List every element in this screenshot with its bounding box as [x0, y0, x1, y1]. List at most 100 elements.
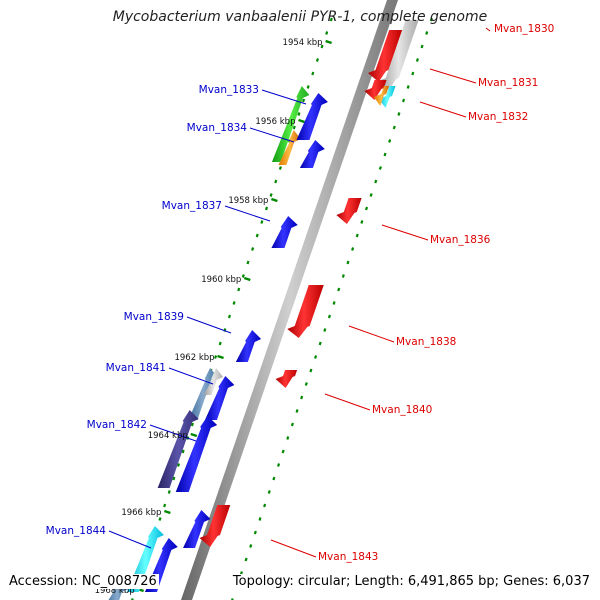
gene-label-mvan-1830[interactable]: Mvan_1830	[494, 23, 554, 35]
track-dot	[167, 490, 171, 494]
gene-block-mvan-1843	[199, 505, 231, 547]
track-dot	[292, 125, 296, 130]
track-dot	[401, 98, 406, 103]
gene-label-mvan-1836[interactable]: Mvan_1836	[430, 234, 491, 246]
scale-tick-mark	[217, 354, 224, 360]
track-dot	[241, 274, 245, 278]
gene-block-mvan-1841a	[188, 368, 218, 420]
track-dot	[214, 355, 218, 359]
gene-label-mvan-1839[interactable]: Mvan_1839	[124, 311, 184, 323]
scale-tick-mark	[190, 432, 198, 438]
gene-label-mvan-1840[interactable]: Mvan_1840	[372, 404, 432, 416]
gene-block-mvan-1834	[299, 140, 325, 168]
gene-block-mvan-1832b	[373, 86, 390, 106]
gene-label-mvan-1838[interactable]: Mvan_1838	[396, 336, 456, 348]
scale-tick-mark	[163, 509, 171, 515]
backbone-strand	[181, 0, 398, 600]
scale-tick-mark	[298, 118, 305, 124]
gene-label-mvan-1843[interactable]: Mvan_1843	[318, 551, 378, 563]
gene-block-mvan-1833a	[271, 86, 310, 162]
track-dot	[264, 206, 269, 211]
gene-label-mvan-1841[interactable]: Mvan_1841	[106, 362, 166, 374]
track-dot	[278, 166, 282, 170]
scale-tick-label: 1964 kbp	[148, 431, 188, 441]
track-dot	[318, 341, 322, 346]
gene-block-mvan-1842a	[157, 410, 199, 488]
track-dot	[190, 422, 194, 427]
track-dot	[276, 463, 281, 467]
track-dot	[218, 341, 222, 346]
track-dot	[378, 166, 382, 170]
track-dot	[158, 517, 162, 521]
track-dot	[327, 314, 331, 319]
track-dot	[337, 287, 341, 292]
track-dot	[281, 449, 285, 454]
scale-tick-label: 1958 kbp	[228, 196, 268, 206]
track-dot	[253, 530, 257, 535]
track-dot	[231, 598, 234, 600]
gene-block-mvan-1840	[275, 370, 298, 388]
leader-line-mvan-1839	[186, 316, 232, 334]
track-dot	[274, 179, 278, 184]
scale-tick-label: 1954 kbp	[283, 38, 323, 48]
leader-line-mvan-1830	[485, 27, 491, 32]
leader-line-mvan-1837	[224, 205, 271, 222]
track-dot	[286, 436, 290, 440]
track-dot	[429, 17, 433, 22]
track-dot	[369, 193, 373, 197]
gene-label-mvan-1832[interactable]: Mvan_1832	[468, 111, 528, 123]
accession-text: Accession: NC_008726	[7, 574, 159, 589]
track-dot	[341, 274, 345, 278]
gene-block-mvan-1842	[175, 416, 218, 492]
track-dot	[374, 179, 378, 184]
gene-label-mvan-1837[interactable]: Mvan_1837	[162, 200, 222, 212]
track-dot	[392, 125, 396, 130]
scale-tick-label: 1960 kbp	[201, 275, 241, 285]
genome-title: Mycobacterium vanbaalenii PYR-1, complet…	[112, 9, 488, 25]
track-dot	[351, 247, 355, 251]
track-dot	[290, 422, 294, 427]
leader-line-mvan-1840	[324, 393, 371, 411]
genome-backbone	[181, 0, 398, 600]
track-dot	[272, 476, 276, 481]
track-dot	[329, 17, 333, 22]
track-dot	[269, 193, 273, 197]
scale-tick-label: 1968 kbp	[95, 586, 135, 596]
scale-tick-mark	[325, 39, 332, 45]
gene-block-mvan-1833	[296, 93, 328, 140]
gene-block-mvan-1833b	[278, 130, 301, 165]
track-dot	[301, 98, 306, 103]
track-dot	[163, 503, 167, 508]
track-dot	[258, 517, 262, 521]
track-dot	[263, 503, 267, 508]
leader-line-mvan-1834	[249, 127, 295, 143]
track-dot	[332, 301, 336, 305]
track-dot	[420, 44, 424, 49]
gene-label-mvan-1833[interactable]: Mvan_1833	[199, 84, 259, 96]
gene-label-mvan-1844[interactable]: Mvan_1844	[46, 525, 107, 537]
track-dot	[323, 328, 327, 332]
track-dot	[295, 409, 299, 413]
gene-label-mvan-1831[interactable]: Mvan_1831	[478, 77, 538, 89]
track-dot	[406, 85, 410, 89]
track-dot	[415, 58, 419, 62]
gene-label-mvan-1842[interactable]: Mvan_1842	[87, 419, 147, 431]
track-dot	[237, 287, 241, 292]
leader-line-mvan-1836	[381, 224, 429, 241]
scale-tick-label: 1956 kbp	[255, 117, 295, 127]
track-dot	[267, 490, 271, 494]
track-dot	[360, 220, 364, 224]
gene-block-mvan-1841b	[203, 368, 224, 395]
leader-line-mvan-1832	[419, 101, 467, 118]
track-dot	[244, 557, 248, 562]
leader-line-mvan-1841	[168, 367, 214, 385]
leader-line-mvan-1833	[261, 89, 307, 105]
track-dot	[260, 220, 264, 224]
gene-block-mvan-1841	[204, 376, 235, 420]
track-dot	[425, 31, 429, 35]
scale-tick-label: 1966 kbp	[121, 508, 161, 518]
gene-label-mvan-1834[interactable]: Mvan_1834	[187, 122, 248, 134]
track-dot	[388, 139, 392, 143]
track-dot	[249, 544, 253, 548]
